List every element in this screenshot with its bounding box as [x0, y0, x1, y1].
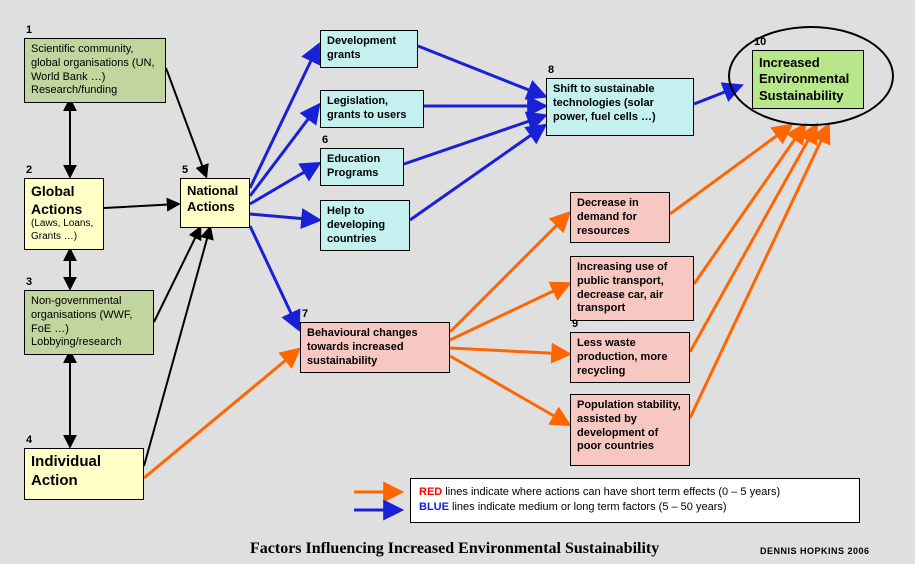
legend-blue-text: lines indicate medium or long term facto… — [449, 501, 727, 513]
node-n6a: Development grants — [320, 30, 418, 68]
outcome-ellipse — [728, 26, 894, 126]
node-num-n2: 2 — [26, 164, 32, 176]
node-num-n4: 4 — [26, 434, 32, 446]
node-n4: Individual Action — [24, 448, 144, 500]
node-n9: Less waste production, more recycling — [570, 332, 690, 383]
node-n7: Behavioural changes towards increased su… — [300, 322, 450, 373]
node-num-n6: 6 — [322, 134, 328, 146]
node-n2: Global Actions(Laws, Loans, Grants …) — [24, 178, 104, 250]
node-n6b: Legislation, grants to users — [320, 90, 424, 128]
legend-red-label: RED — [419, 486, 442, 498]
node-n9c: Population stability, assisted by develo… — [570, 394, 690, 466]
legend-blue-label: BLUE — [419, 501, 449, 513]
node-n6: Education Programs — [320, 148, 404, 186]
node-num-n3: 3 — [26, 276, 32, 288]
node-n5: National Actions — [180, 178, 250, 228]
legend-red-text: lines indicate where actions can have sh… — [442, 486, 780, 498]
node-n8: Shift to sustainable technologies (solar… — [546, 78, 694, 136]
node-num-n8: 8 — [548, 64, 554, 76]
node-n1: Scientific community, global organisatio… — [24, 38, 166, 103]
node-n3: Non-governmental organisations (WWF, FoE… — [24, 290, 154, 355]
legend-box: RED lines indicate where actions can hav… — [410, 478, 860, 523]
node-num-n7: 7 — [302, 308, 308, 320]
node-n9b: Increasing use of public transport, decr… — [570, 256, 694, 321]
node-num-n9: 9 — [572, 318, 578, 330]
node-num-n1: 1 — [26, 24, 32, 36]
credit: DENNIS HOPKINS 2006 — [760, 546, 870, 556]
node-num-n5: 5 — [182, 164, 188, 176]
node-n9a: Decrease in demand for resources — [570, 192, 670, 243]
node-n6c: Help to developing countries — [320, 200, 410, 251]
caption: Factors Influencing Increased Environmen… — [250, 540, 659, 558]
